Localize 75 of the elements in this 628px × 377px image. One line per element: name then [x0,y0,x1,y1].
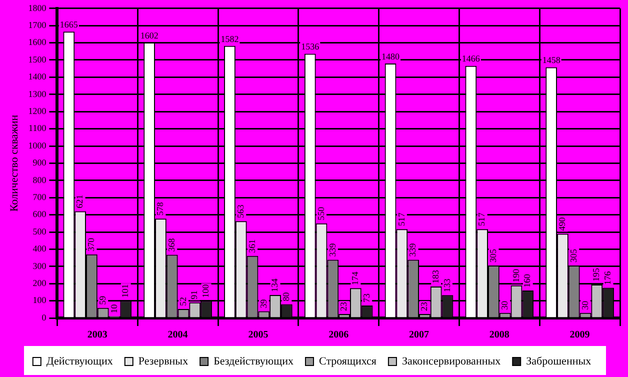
data-label: 490 [557,216,568,231]
y-tick-label: 0 [42,312,47,322]
data-label: 1458 [542,55,561,66]
y-tick-label: 1800 [28,2,47,13]
data-label: 621 [74,194,85,208]
y-tick-label: 400 [32,244,47,254]
legend-label: Действующих [46,355,114,368]
y-tick-label: 1600 [28,37,47,48]
data-label: 550 [316,206,326,220]
data-label: 30 [580,300,590,310]
data-label: 100 [200,284,211,298]
y-tick-label: 1700 [28,20,47,30]
data-label: 1665 [60,19,78,30]
data-label: 101 [120,284,130,298]
data-label: 190 [510,268,521,282]
data-label: 1466 [462,54,480,64]
data-label: 1480 [382,51,400,62]
data-label: 133 [442,278,452,292]
data-label: 52 [178,297,188,306]
data-label: 361 [246,239,257,253]
data-label: 305 [568,248,578,263]
data-label: 578 [155,202,166,216]
y-tick-label: 1300 [28,88,47,99]
data-label: 23 [419,302,430,312]
y-tick-label: 700 [32,192,47,202]
data-label: 134 [270,278,280,292]
y-tick-label: 1400 [28,72,47,82]
y-tick-label: 300 [32,260,47,271]
data-label: 305 [488,248,498,263]
legend-label: Законсервированных [402,355,502,368]
legend-label: Бездействующих [214,355,294,368]
data-label: 195 [591,267,602,282]
data-label: 183 [430,270,440,284]
data-label: 1536 [301,42,320,52]
data-label: 339 [327,242,338,257]
y-tick-label: 100 [32,295,47,306]
y-tick-label: 1500 [28,54,47,64]
y-tick-label: 800 [32,174,47,185]
x-tick-label: 2005 [248,330,268,341]
y-axis-title: Количество скважин [8,114,20,212]
legend-label: Заброшенных [526,355,592,368]
legend-label: Строящихся [318,355,376,368]
x-tick-label: 2003 [87,330,108,341]
data-label: 176 [602,270,613,285]
data-label: 1582 [220,34,239,44]
legend-label: Резервных [138,355,189,368]
data-label: 517 [396,212,406,226]
data-label: 30 [499,300,510,310]
data-label: 23 [338,302,349,312]
data-label: 517 [476,212,487,226]
x-tick-label: 2009 [570,330,590,341]
data-label: 563 [235,204,246,218]
data-label: 370 [86,237,96,252]
y-tick-label: 500 [32,226,47,236]
x-tick-label: 2008 [489,330,510,341]
data-label: 160 [522,273,532,288]
y-tick-label: 1200 [28,106,47,116]
data-label: 368 [166,238,176,252]
data-label: 10 [108,304,119,314]
data-label: 73 [361,292,372,302]
y-tick-label: 1000 [28,140,47,150]
x-tick-label: 2007 [409,330,429,341]
data-label: 339 [408,242,418,257]
y-tick-label: 600 [32,209,47,220]
data-label: 174 [350,271,360,286]
data-label: 80 [281,292,292,302]
x-tick-label: 2006 [328,330,349,341]
x-tick-label: 2004 [168,330,188,341]
data-label: 1602 [140,30,158,40]
y-tick-label: 900 [32,158,47,168]
y-tick-label: 200 [32,278,47,288]
y-tick-label: 1100 [28,123,47,134]
data-label: 39 [258,298,268,308]
data-label: 91 [189,290,200,300]
data-label: 59 [97,295,108,305]
